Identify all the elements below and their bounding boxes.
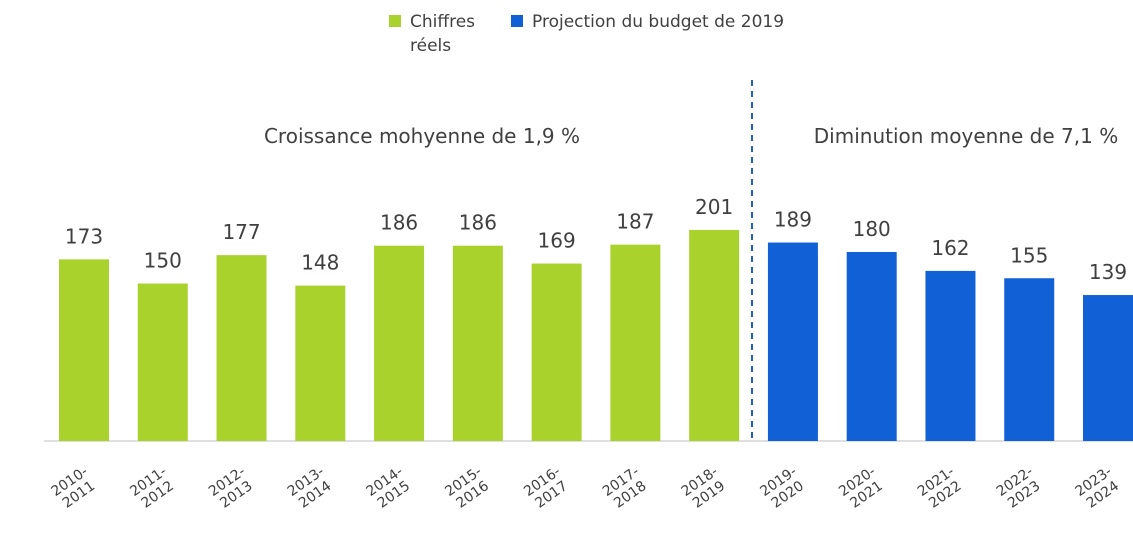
bar: [295, 285, 346, 441]
value-label: 162: [931, 236, 969, 260]
value-label: 150: [144, 249, 182, 273]
bar: [689, 229, 740, 441]
bar: [925, 270, 976, 441]
value-label: 189: [774, 208, 812, 232]
value-label: 201: [695, 195, 733, 219]
x-tick-label: 2014-2015: [364, 464, 416, 514]
annotation: Diminution moyenne de 7,1 %: [814, 124, 1118, 148]
x-tick-label: 2016-2017: [521, 464, 573, 514]
value-label: 180: [853, 217, 891, 241]
value-label: 187: [616, 210, 654, 234]
x-tick-label: 2018-2019: [679, 464, 731, 514]
x-tick-label: 2022-2023: [994, 464, 1046, 514]
bar: [1004, 278, 1055, 441]
bar: [1083, 295, 1133, 441]
value-label: 173: [65, 224, 103, 248]
x-tick-label: 2015-2016: [442, 464, 494, 514]
x-tick-label: 2013-2014: [285, 464, 337, 514]
x-tick-label: 2021-2022: [915, 464, 967, 514]
x-tick-label: 2010-2011: [48, 464, 100, 514]
value-label: 148: [301, 251, 339, 275]
x-tick-label: 2019-2020: [757, 464, 809, 514]
bar: [137, 283, 188, 441]
bar: [216, 255, 267, 441]
value-label: 155: [1010, 243, 1048, 267]
x-tick-label: 2011-2012: [127, 464, 179, 514]
value-label: 186: [459, 211, 497, 235]
bar: [531, 263, 582, 441]
x-tick-label: 2017-2018: [600, 464, 652, 514]
value-label: 139: [1089, 260, 1127, 284]
value-label: 186: [380, 211, 418, 235]
annotation: Croissance mohyenne de 1,9 %: [264, 124, 580, 148]
bar: [452, 245, 503, 441]
x-tick-label: 2012-2013: [206, 464, 258, 514]
value-label: 169: [538, 229, 576, 253]
legend-label: Chiffres réels: [410, 12, 480, 56]
value-label: 177: [222, 220, 260, 244]
bar: [846, 252, 897, 441]
bar: [767, 242, 818, 441]
bar: [59, 259, 109, 441]
legend-swatch: [389, 15, 401, 27]
x-tick-label: 2023-2024: [1072, 464, 1124, 514]
bar: [374, 245, 425, 441]
x-tick-label: 2020-2021: [836, 464, 888, 514]
legend-swatch: [511, 15, 523, 27]
bar: [610, 244, 661, 441]
legend-label: Projection du budget de 2019: [532, 12, 784, 32]
